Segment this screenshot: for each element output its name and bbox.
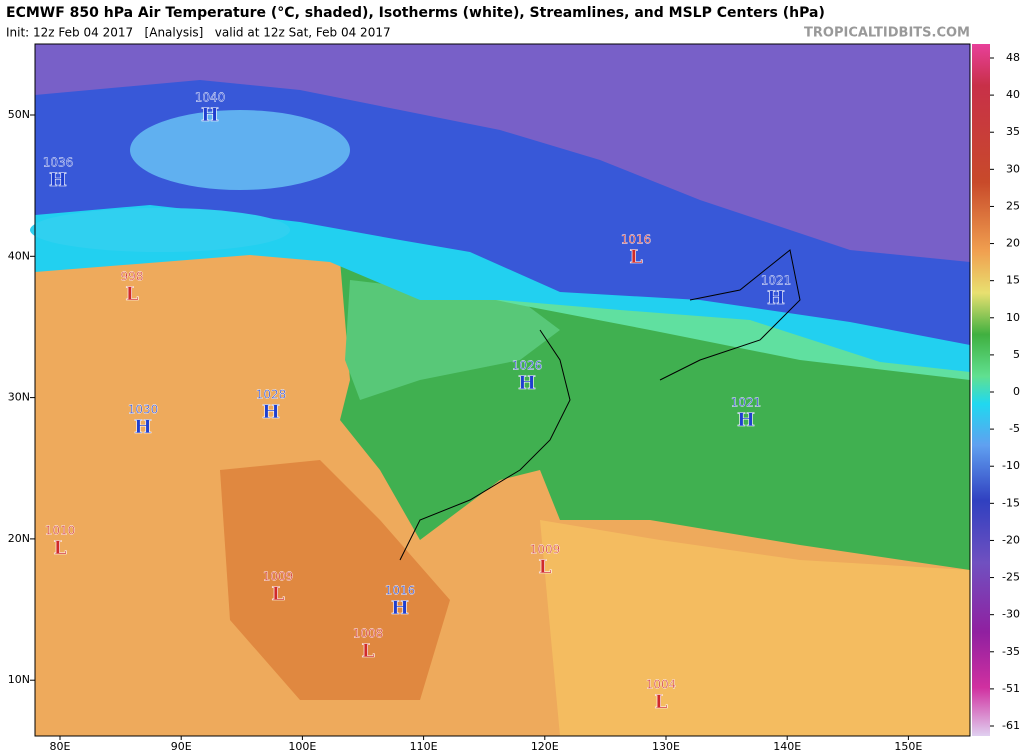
pressure-center: L — [271, 583, 284, 605]
subtitle: Init: 12z Feb 04 2017 [Analysis] valid a… — [6, 26, 391, 40]
pressure-center: H — [767, 287, 785, 309]
pressure-center: L — [361, 640, 374, 662]
watermark: TROPICALTIDBITS.COM — [804, 26, 970, 41]
pressure-center: H — [737, 409, 755, 431]
colorbar-label: 0 — [1013, 385, 1020, 398]
pressure-value: 1021 — [731, 396, 762, 410]
lon-label: 90E — [171, 740, 192, 753]
pressure-center: L — [629, 246, 642, 268]
colorbar-label: 5 — [1013, 348, 1020, 361]
colorbar-label: 25 — [1006, 199, 1020, 212]
lon-label: 100E — [288, 740, 316, 753]
colorbar-label: 40 — [1006, 88, 1020, 101]
pressure-center: H — [49, 169, 67, 191]
map-area — [30, 43, 971, 737]
colorbar-label: -30 — [1002, 608, 1020, 621]
pressure-center: L — [53, 537, 66, 559]
colorbar-label: -5 — [1009, 422, 1020, 435]
pressure-value: 1040 — [195, 91, 226, 105]
lat-label: 50N — [8, 108, 30, 121]
colorbar-label: -51 — [1002, 682, 1020, 695]
pressure-center: L — [654, 691, 667, 713]
colorbar-label: -10 — [1002, 459, 1020, 472]
lon-label: 140E — [773, 740, 801, 753]
lat-label: 30N — [8, 391, 30, 404]
lat-label: 20N — [8, 532, 30, 545]
colorbar-label: -20 — [1002, 533, 1020, 546]
colorbar-label: 48 — [1006, 51, 1020, 64]
colorbar-label: -61 — [1002, 719, 1020, 732]
pressure-value: 1004 — [646, 678, 677, 692]
colorbar-label: -35 — [1002, 645, 1020, 658]
pressure-center: L — [538, 556, 551, 578]
title: ECMWF 850 hPa Air Temperature (°C, shade… — [6, 5, 825, 21]
pressure-center: H — [391, 597, 409, 619]
pressure-value: 1026 — [512, 359, 543, 373]
lat-label: 10N — [8, 673, 30, 686]
pressure-center: H — [201, 104, 219, 126]
pressure-center: L — [125, 283, 138, 305]
colorbar-label: 30 — [1006, 162, 1020, 175]
colorbar-label: 35 — [1006, 125, 1020, 138]
pressure-value: 1016 — [621, 233, 652, 247]
colorbar — [972, 44, 990, 736]
pressure-value: 1008 — [353, 627, 384, 641]
pressure-value: 1030 — [128, 403, 159, 417]
pressure-value: 1010 — [45, 524, 76, 538]
pressure-center: H — [518, 372, 536, 394]
colorbar-label: -25 — [1002, 571, 1020, 584]
pressure-center: H — [134, 416, 152, 438]
pressure-value: 1028 — [256, 388, 287, 402]
pressure-value: 1036 — [43, 156, 74, 170]
pressure-center: H — [262, 401, 280, 423]
colorbar-label: 15 — [1006, 274, 1020, 287]
lon-label: 130E — [652, 740, 680, 753]
colorbar-label: 20 — [1006, 237, 1020, 250]
lon-label: 110E — [410, 740, 438, 753]
colorbar-label: 10 — [1006, 311, 1020, 324]
lon-label: 80E — [50, 740, 71, 753]
lon-label: 150E — [894, 740, 922, 753]
pressure-value: 1009 — [530, 543, 561, 557]
pressure-value: 1021 — [761, 274, 792, 288]
pressure-value: 998 — [121, 270, 144, 284]
lat-label: 40N — [8, 249, 30, 262]
colorbar-label: -15 — [1002, 496, 1020, 509]
lon-label: 120E — [531, 740, 559, 753]
pressure-value: 1009 — [263, 570, 294, 584]
pressure-value: 1016 — [385, 584, 416, 598]
